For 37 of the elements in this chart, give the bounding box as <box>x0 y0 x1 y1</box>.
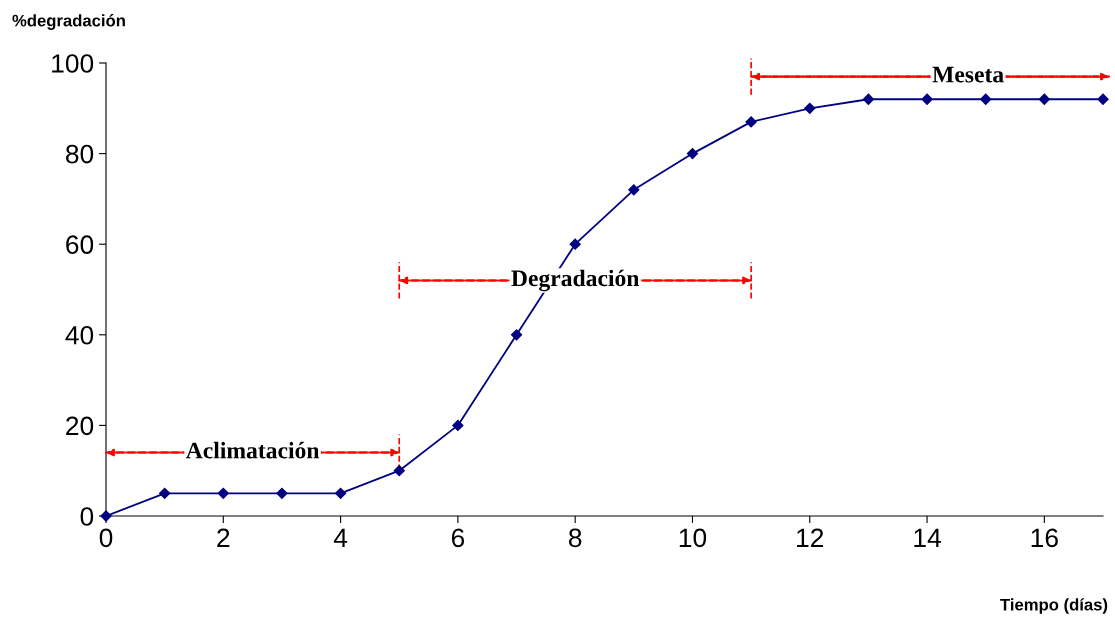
point <box>862 93 875 105</box>
point <box>276 487 288 499</box>
y-axis-title: %degradación <box>12 14 125 30</box>
x-tick-label: 0 <box>99 528 113 548</box>
y-tick-label: 60 <box>66 235 94 255</box>
x-tick-label: 12 <box>797 528 824 547</box>
point <box>217 487 229 499</box>
annotation: Meseta <box>932 66 1004 83</box>
x-tick-label: 6 <box>451 528 465 548</box>
x-tick-label: 16 <box>1031 528 1058 548</box>
x-tick-label: 8 <box>568 528 582 548</box>
point <box>980 93 992 105</box>
point <box>804 102 816 114</box>
x-tick-label: 10 <box>679 528 707 548</box>
point <box>1038 93 1050 105</box>
point <box>628 184 640 196</box>
point <box>745 116 757 128</box>
point <box>334 487 347 499</box>
point <box>159 487 171 499</box>
y-tick-label: 80 <box>65 144 94 164</box>
point <box>686 147 699 160</box>
point <box>1097 93 1109 105</box>
y-tick-label: 0 <box>80 507 94 526</box>
y-tick-label: 20 <box>66 416 94 436</box>
point <box>393 465 405 477</box>
point <box>921 93 933 105</box>
point <box>569 238 581 250</box>
x-tick-label: 4 <box>333 528 348 547</box>
x-axis-title: Tiempo (días) <box>1000 598 1108 614</box>
point <box>452 419 464 432</box>
x-tick-label: 2 <box>217 528 230 547</box>
x-tick-label: 14 <box>914 528 941 547</box>
point <box>510 329 523 341</box>
y-tick-label: 40 <box>65 325 94 345</box>
annotation: Aclimatación <box>185 441 320 459</box>
annotation: Degradación <box>511 269 640 292</box>
y-tick-label: 100 <box>52 54 94 73</box>
